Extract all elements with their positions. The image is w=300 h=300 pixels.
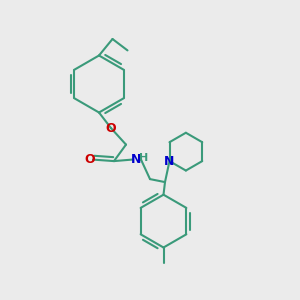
- Text: H: H: [140, 153, 148, 163]
- Text: O: O: [84, 153, 95, 166]
- Text: N: N: [131, 153, 142, 166]
- Text: N: N: [164, 154, 175, 168]
- Text: O: O: [106, 122, 116, 135]
